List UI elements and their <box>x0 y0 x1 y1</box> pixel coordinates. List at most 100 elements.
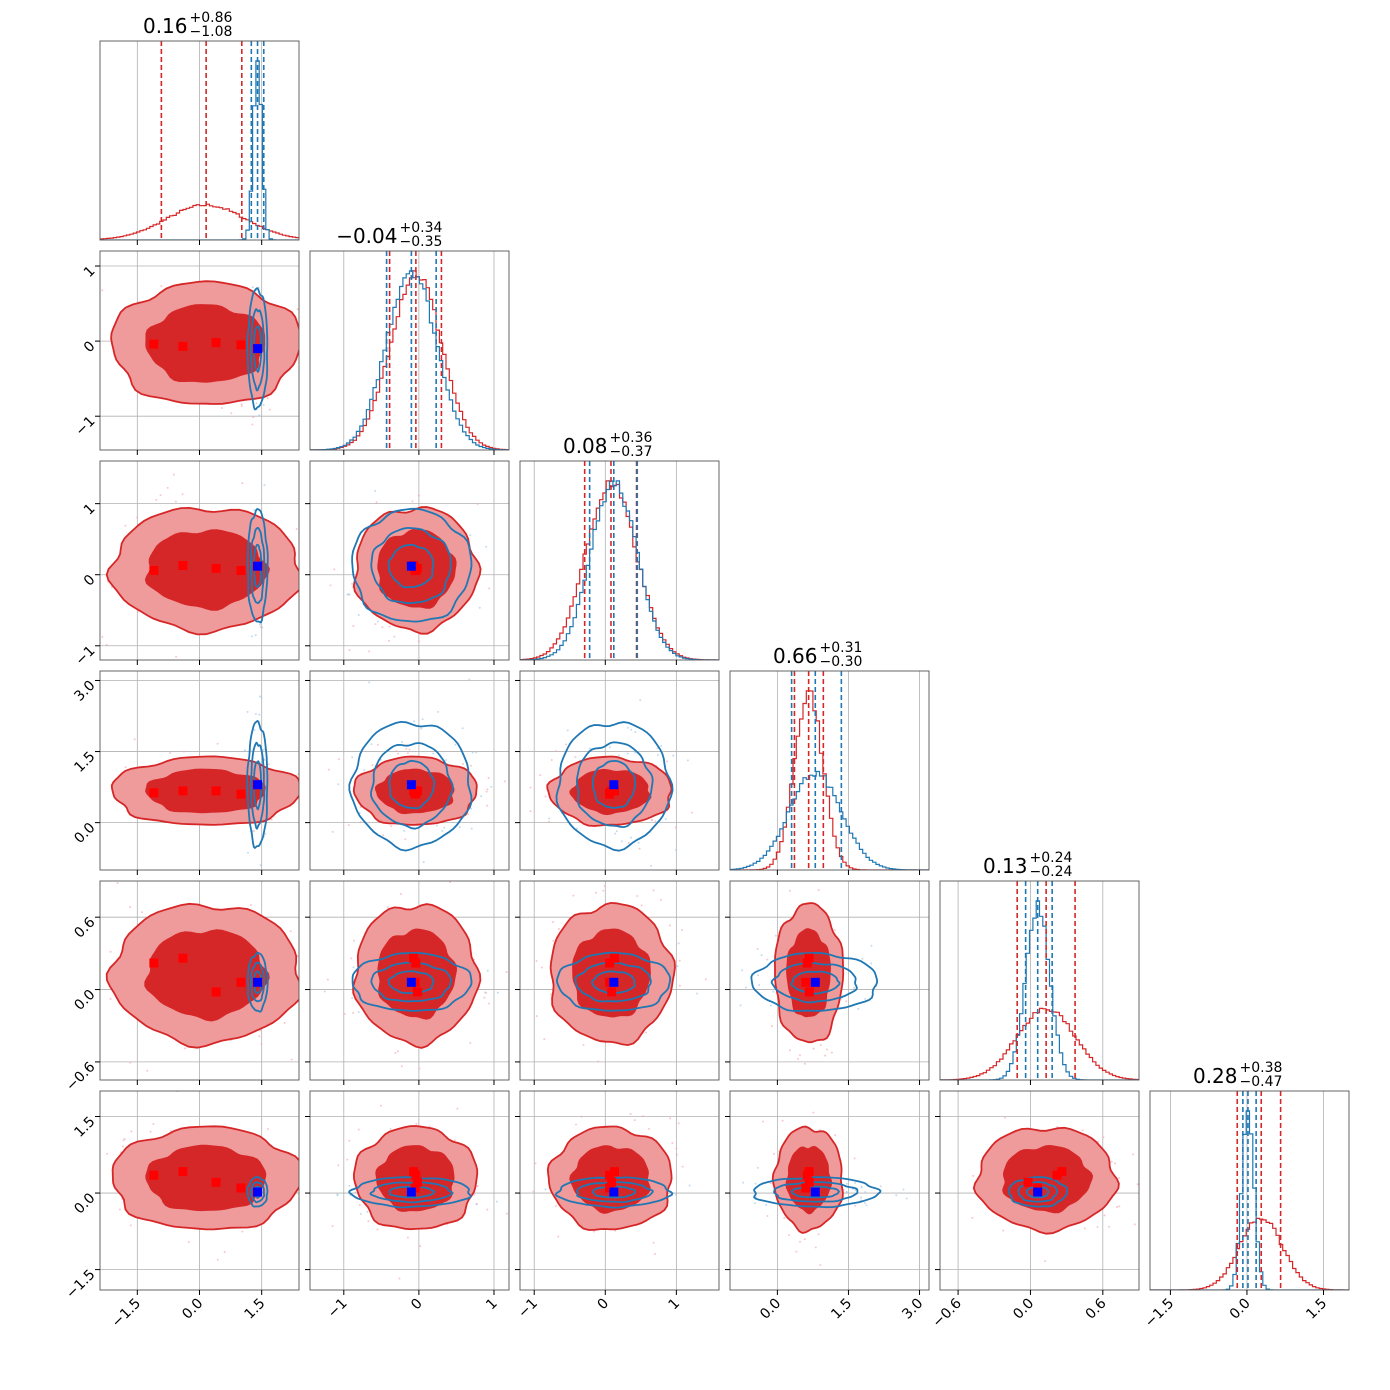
panel-frame <box>519 880 720 1081</box>
panel-frame <box>309 670 510 871</box>
sample-red <box>671 1142 674 1145</box>
sample-blue <box>626 752 629 755</box>
sample-red <box>174 500 177 503</box>
sample-red <box>766 1215 769 1218</box>
sample-red <box>825 1048 828 1051</box>
sample-red <box>788 1049 791 1052</box>
hist-blue <box>100 60 299 240</box>
sample-red <box>645 1031 648 1034</box>
title-plus: +0.34 <box>400 220 443 236</box>
sample-red <box>417 640 420 643</box>
sample-red <box>304 327 306 329</box>
sample-red <box>486 788 489 791</box>
sample-blue <box>626 726 629 729</box>
sample-red <box>258 1035 261 1038</box>
panel-1-1 <box>309 250 510 455</box>
sample-red <box>241 1230 244 1233</box>
title-2: 0.08 +0.36−0.37 <box>563 430 653 460</box>
sample-red <box>330 774 332 776</box>
sample-blue <box>401 740 404 743</box>
sample-blue <box>478 606 481 609</box>
sample-red <box>216 1258 219 1261</box>
contour-blue-inner <box>790 1185 840 1199</box>
marker-red <box>149 1170 159 1180</box>
tick-label-y: 0.6 <box>71 914 98 941</box>
sample-red <box>146 1069 149 1072</box>
sample-red <box>252 829 255 832</box>
marker-red <box>211 786 221 796</box>
sample-red <box>333 568 336 571</box>
marker-red <box>178 1167 188 1177</box>
marker-red <box>149 339 159 349</box>
sample-blue <box>337 783 340 786</box>
sample-blue <box>575 827 578 830</box>
sample-red <box>1002 1229 1005 1232</box>
sample-red <box>140 911 143 914</box>
panel-frame <box>519 670 720 871</box>
sample-blue <box>413 720 416 723</box>
sample-red <box>476 1185 479 1188</box>
sample-red <box>487 1002 490 1005</box>
sample-red <box>121 1145 124 1148</box>
sample-red <box>812 1047 815 1050</box>
contour-blue-inner <box>590 970 636 995</box>
sample-red <box>675 1147 678 1150</box>
sample-red <box>152 1123 155 1126</box>
panel-2-0 <box>95 460 302 665</box>
sample-red <box>175 655 178 658</box>
title-value: 0.28 <box>1193 1064 1238 1088</box>
marker-blue <box>406 780 416 790</box>
sample-red <box>300 556 302 558</box>
contour-blue-middle <box>770 961 858 1004</box>
sample-blue <box>637 841 640 844</box>
tick-label-x: 0 <box>594 1296 612 1314</box>
sample-red <box>774 934 777 937</box>
tick-label-x: 0.0 <box>1227 1296 1254 1323</box>
marker-red <box>236 1183 246 1193</box>
sample-red <box>268 408 271 411</box>
sample-blue <box>469 534 472 537</box>
sample-blue <box>255 402 258 405</box>
marker-blue <box>406 977 416 987</box>
sample-red <box>834 1134 837 1137</box>
sample-blue <box>260 696 263 699</box>
sample-red <box>400 1065 403 1068</box>
contour-blue-middle <box>249 1181 266 1204</box>
marker-red <box>605 958 615 968</box>
marker-red <box>236 340 246 350</box>
sample-red <box>674 826 677 829</box>
title-0: 0.16 +0.86−1.08 <box>143 10 233 40</box>
sample-red <box>396 1050 399 1053</box>
contour-blue-middle <box>773 1181 859 1203</box>
sample-blue <box>443 826 446 829</box>
sample-blue <box>902 1188 905 1191</box>
sample-red <box>971 1216 974 1219</box>
marker-red <box>802 958 812 968</box>
sample-red <box>681 928 684 931</box>
hist-blue <box>730 770 929 870</box>
sample-red <box>181 493 184 496</box>
sample-blue <box>772 990 775 993</box>
title-3: 0.66 +0.31−0.30 <box>773 640 862 670</box>
sample-blue <box>756 1166 759 1169</box>
contour-blue-inner <box>1025 1185 1050 1199</box>
sample-red <box>486 804 489 807</box>
sample-red <box>678 984 681 987</box>
panel-0-0 <box>99 40 300 245</box>
sample-red <box>845 1000 848 1003</box>
sample-red <box>557 1235 560 1238</box>
tick-label-y: 1.5 <box>71 1114 98 1141</box>
sample-blue <box>323 990 326 993</box>
marker-blue <box>810 977 820 987</box>
sample-red <box>392 854 394 856</box>
sample-red <box>540 966 543 969</box>
sample-red <box>303 302 305 304</box>
sample-red <box>505 1212 508 1215</box>
marker-red <box>1023 1177 1033 1187</box>
marker-red <box>178 560 188 570</box>
sample-red <box>290 1058 293 1061</box>
sample-red <box>653 1252 656 1255</box>
sample-blue <box>544 1188 547 1191</box>
sample-red <box>358 1203 361 1206</box>
marker-red <box>804 987 814 997</box>
